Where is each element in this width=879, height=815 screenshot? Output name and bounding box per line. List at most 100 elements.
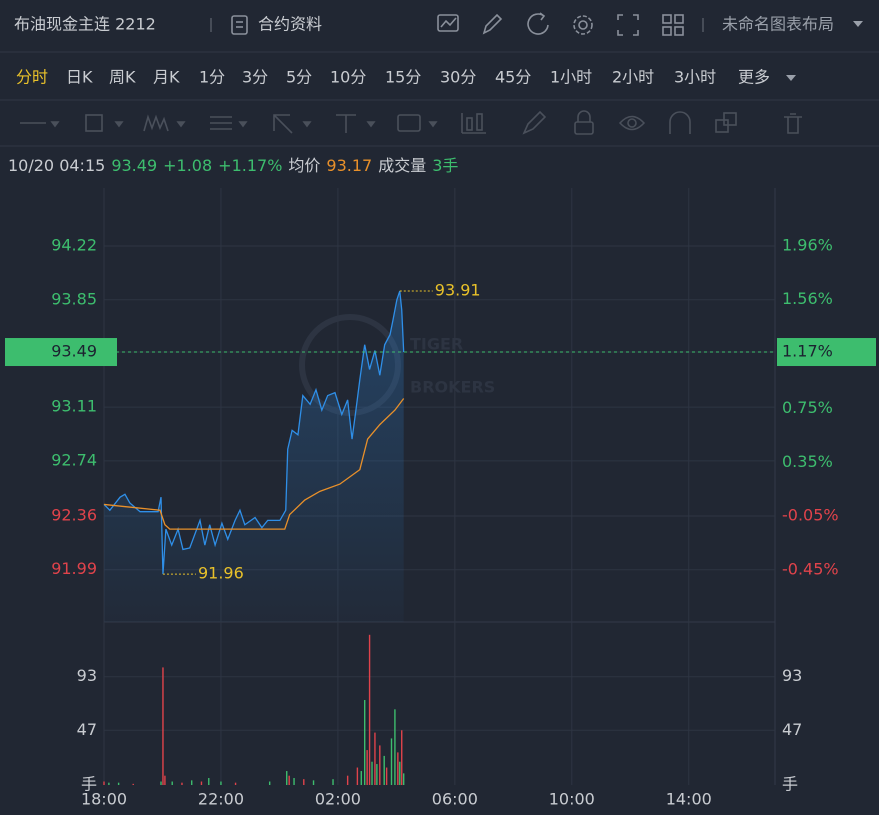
volume-bar (383, 755, 385, 785)
y2-tick-label: -0.45% (782, 559, 839, 578)
volume-bar (368, 634, 371, 785)
volume-tick-label: 手 (782, 775, 798, 794)
toolbar-icons[interactable] (437, 12, 684, 36)
quote-datetime: 10/20 04:15 (8, 156, 105, 175)
avg-value: 93.17 (326, 156, 372, 175)
y-tick-label: 91.99 (51, 559, 97, 578)
volume-bar (360, 771, 362, 785)
y-tick-label: 92.36 (51, 506, 97, 525)
quote-line: 10/20 04:15 93.49 +1.08 +1.17% 均价 93.17 成交量 3手 (8, 156, 458, 175)
volume-bar (164, 775, 166, 785)
current-pct-badge (777, 338, 876, 367)
volume-tick-label: 93 (77, 666, 97, 685)
x-tick-label: 10:00 (549, 790, 595, 809)
extreme-label: 91.96 (198, 564, 244, 583)
volume-bar (402, 773, 405, 785)
timeframe-tab[interactable]: 1分 (199, 68, 225, 87)
volume-label: 成交量 (378, 156, 426, 175)
avg-label: 均价 (288, 156, 320, 175)
price-line (103, 290, 405, 575)
price-area (104, 291, 404, 622)
volume-bar (220, 781, 222, 785)
y2-tick-label: -0.05% (782, 506, 839, 525)
timeframe-tab[interactable]: 月K (153, 68, 180, 87)
y-tick-label: 94.22 (51, 236, 97, 255)
quote-change: +1.08 (163, 156, 212, 175)
timeframe-tab[interactable]: 15分 (385, 68, 421, 87)
volume-bar (366, 750, 368, 785)
volume-bar (286, 771, 288, 785)
timeframe-tab[interactable]: 周K (109, 68, 136, 87)
y-tick-label: 93.85 (51, 289, 97, 308)
x-tick-label: 06:00 (432, 790, 478, 809)
y2-tick-label: 1.96% (782, 235, 833, 254)
timeframe-tab[interactable]: 分时 (16, 68, 48, 87)
watermark: TIGER (410, 335, 463, 354)
x-tick-label: 22:00 (198, 790, 244, 809)
extreme-label: 93.91 (435, 281, 481, 300)
volume-value: 3手 (432, 156, 458, 175)
x-tick-label: 18:00 (81, 790, 127, 809)
instrument-title: 布油现金主连 2212 (14, 15, 156, 34)
dropdown-arrow[interactable] (786, 75, 796, 81)
volume-bar (288, 775, 290, 785)
volume-bar (401, 730, 403, 785)
volume-bar (268, 781, 271, 785)
volume-bar (160, 781, 162, 785)
current-price-badge (5, 338, 117, 367)
volume-bar (103, 781, 105, 785)
volume-bar (162, 667, 164, 785)
volume-tick-label: 47 (77, 720, 97, 739)
timeframe-tab[interactable]: 日K (66, 68, 93, 87)
volume-bar (293, 778, 295, 785)
y2-tick-label: 0.35% (782, 452, 833, 471)
y2-tick-label: 1.17% (782, 342, 833, 361)
volume-bar (371, 761, 373, 785)
volume-bar (356, 767, 359, 785)
volume-bar (332, 779, 334, 785)
timeframe-tab[interactable]: 30分 (440, 68, 476, 87)
contract-info-button[interactable]: 合约资料 (258, 15, 322, 34)
drawing-toolbar[interactable] (20, 110, 802, 135)
y2-tick-label: 1.56% (782, 289, 833, 308)
timeframe-tab[interactable]: 1小时 (550, 68, 592, 87)
volume-bar (312, 780, 315, 785)
timeframe-tab[interactable]: 3小时 (674, 68, 716, 87)
volume-bar (399, 761, 401, 785)
volume-bar (191, 780, 193, 785)
quote-change-pct: +1.17% (218, 156, 282, 175)
volume-bar (234, 782, 237, 785)
volume-bar (379, 745, 381, 785)
quote-price: 93.49 (111, 156, 157, 175)
timeframe-tab[interactable]: 5分 (286, 68, 312, 87)
volume-tick-label: 手 (81, 775, 97, 794)
volume-bar (346, 775, 349, 785)
timeframe-tab[interactable]: 45分 (495, 68, 531, 87)
volume-bar (200, 781, 203, 785)
avg-line (103, 398, 405, 530)
x-tick-label: 14:00 (666, 790, 712, 809)
timeframe-tab[interactable]: 10分 (330, 68, 366, 87)
layout-name[interactable]: 未命名图表布局 (722, 15, 834, 34)
volume-bar (132, 783, 134, 785)
volume-bar (374, 732, 376, 785)
y2-tick-label: 0.75% (782, 398, 833, 417)
timeframe-tab[interactable]: 2小时 (612, 68, 654, 87)
volume-bar (108, 782, 110, 785)
x-tick-label: 02:00 (315, 790, 361, 809)
timeframe-tab[interactable]: 更多 (738, 68, 770, 87)
volume-bar (117, 782, 120, 785)
volume-bar (385, 767, 388, 785)
volume-bar (181, 782, 183, 785)
volume-bar (208, 778, 210, 785)
volume-bar (303, 779, 305, 785)
doc-icon[interactable] (231, 15, 248, 35)
timeframe-tab[interactable]: 3分 (242, 68, 268, 87)
volume-bar (364, 700, 366, 785)
y-tick-label: 93.11 (51, 397, 97, 416)
volume-bar (171, 781, 173, 785)
dropdown-arrow[interactable] (853, 21, 863, 27)
y-tick-label: 93.49 (51, 342, 97, 361)
